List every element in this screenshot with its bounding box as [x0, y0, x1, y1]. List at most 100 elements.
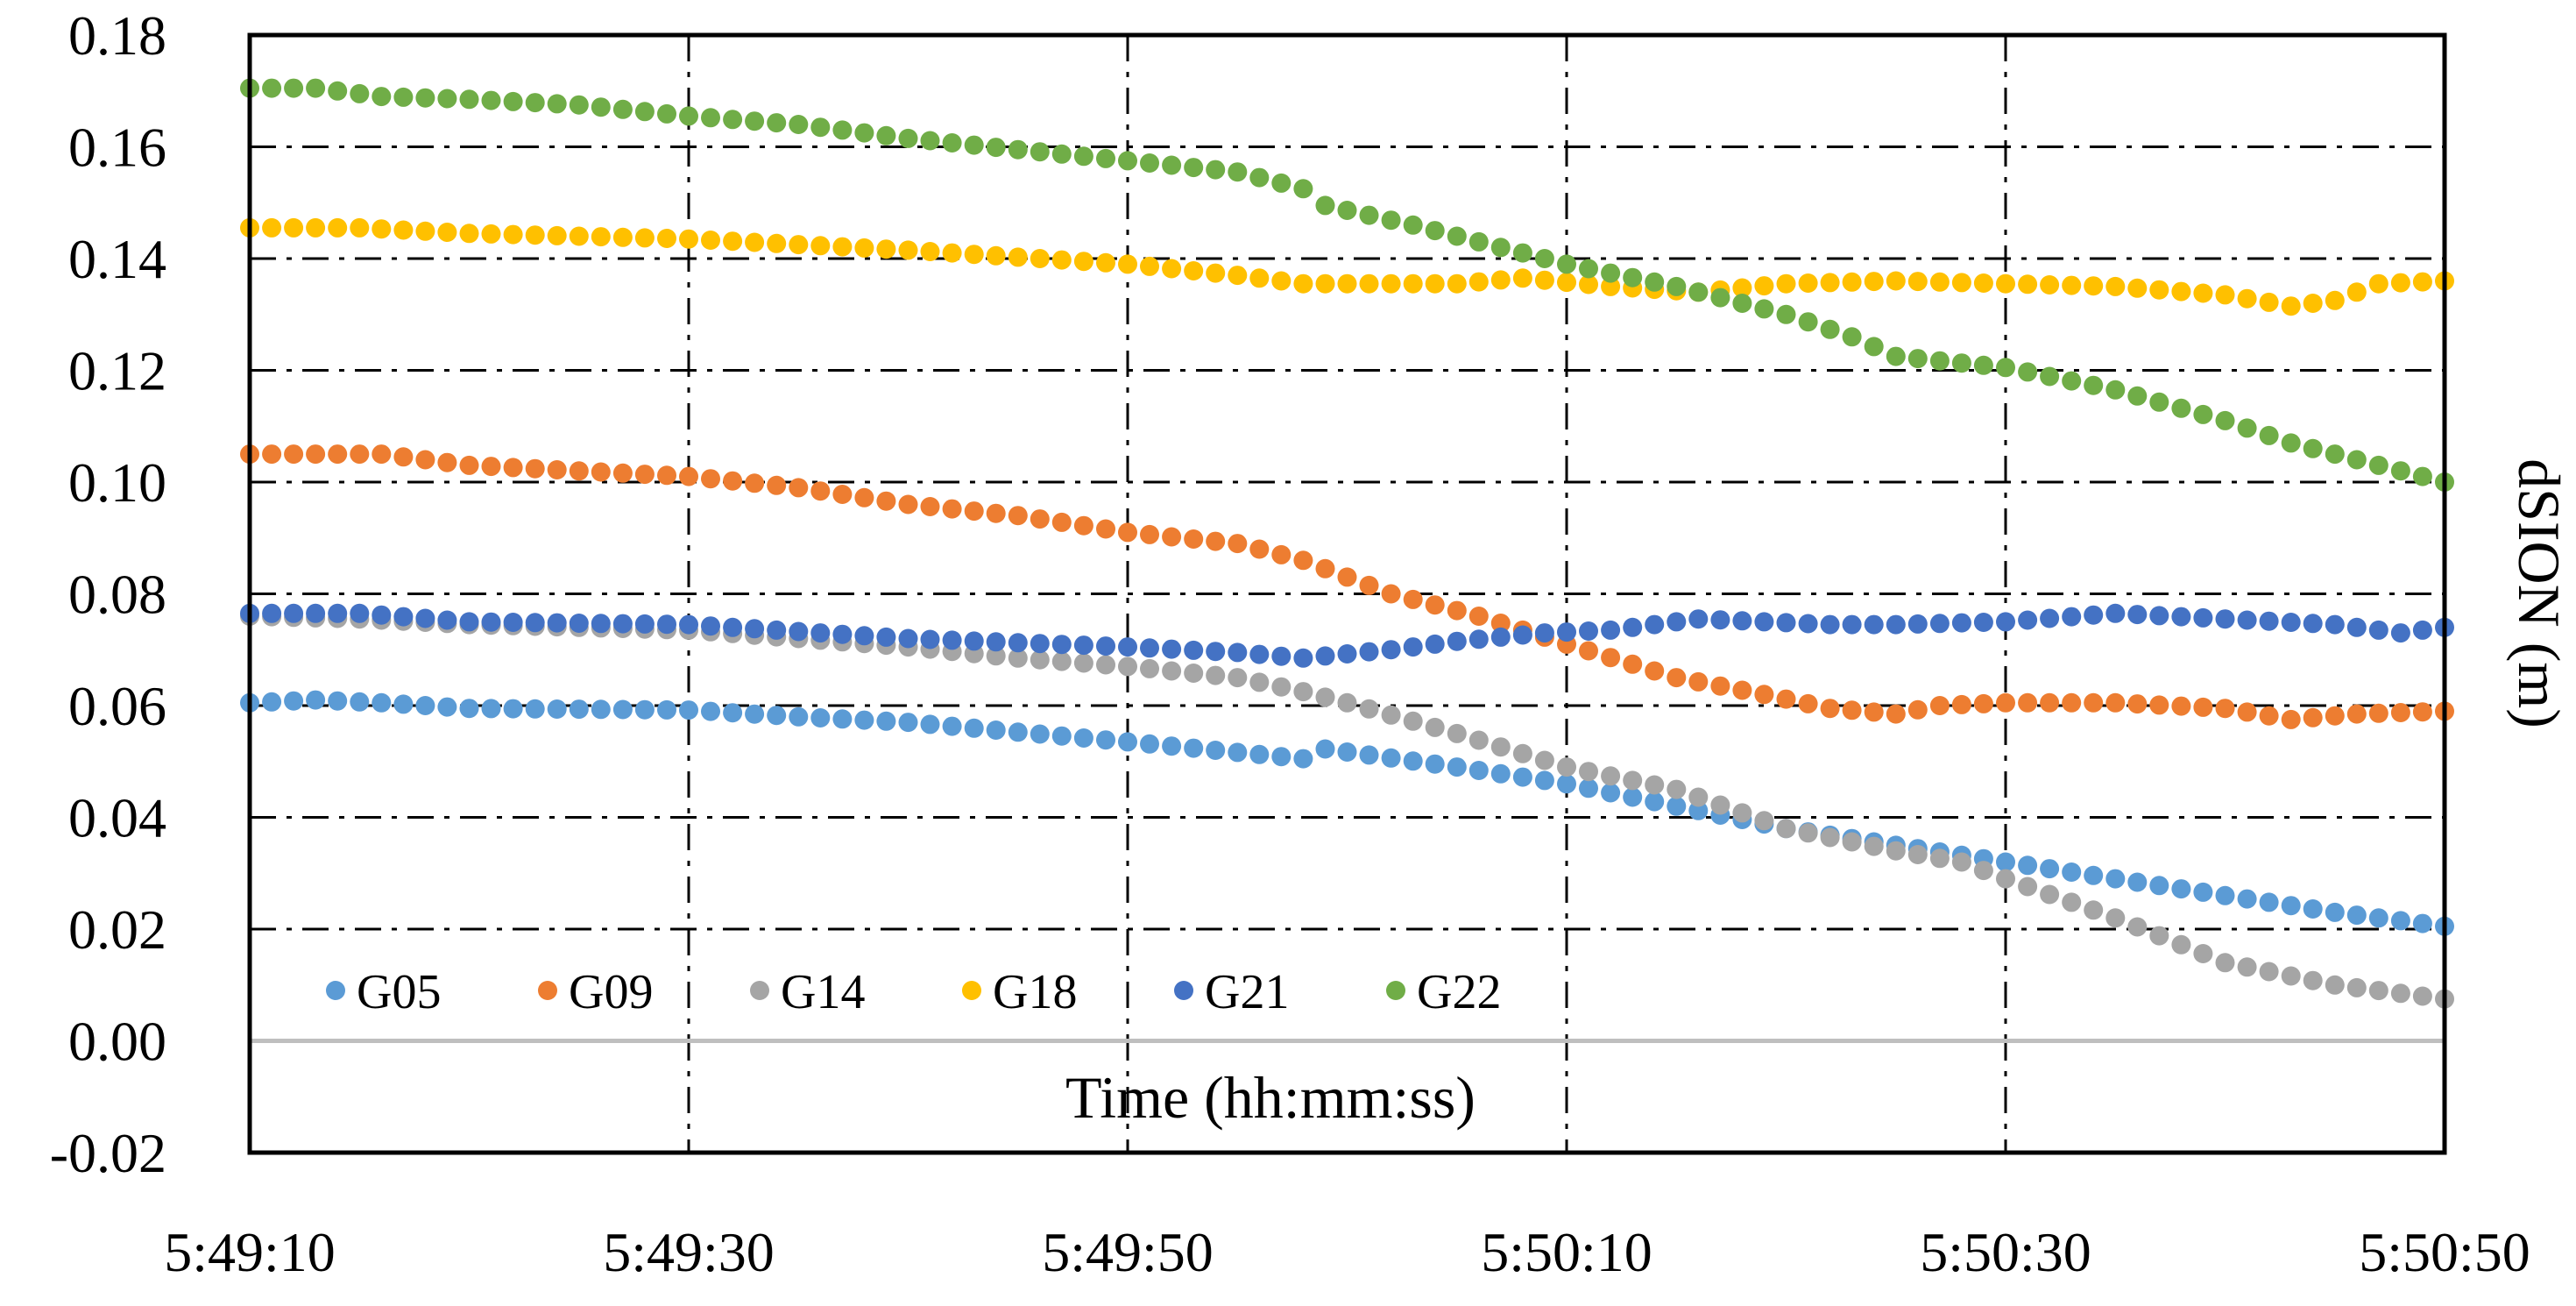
- data-point-g14: [2325, 975, 2345, 995]
- data-point-g21: [306, 603, 326, 623]
- x-tick-label: 5:50:10: [1481, 1221, 1652, 1283]
- data-point-g18: [1996, 273, 2015, 294]
- data-point-g21: [1293, 648, 1313, 668]
- data-point-g18: [1534, 270, 1554, 290]
- legend-label: G21: [1205, 965, 1289, 1019]
- data-point-g05: [2040, 859, 2060, 879]
- data-point-g14: [1140, 658, 1159, 678]
- data-point-g21: [1996, 612, 2015, 632]
- legend-label: G09: [569, 965, 653, 1019]
- data-point-g18: [2325, 290, 2345, 310]
- data-point-g22: [723, 110, 743, 130]
- data-point-g09: [1381, 584, 1401, 604]
- data-point-g22: [1623, 267, 1643, 287]
- data-point-g21: [920, 629, 940, 649]
- data-point-g14: [1073, 653, 1093, 673]
- data-point-g05: [1096, 730, 1115, 750]
- data-point-g21: [1228, 642, 1248, 663]
- data-point-g18: [1425, 273, 1445, 294]
- data-point-g09: [810, 481, 831, 501]
- data-point-g21: [2259, 611, 2279, 631]
- data-point-g09: [1337, 567, 1357, 587]
- data-point-g05: [2171, 879, 2191, 899]
- data-point-g18: [876, 239, 896, 259]
- data-point-g18: [964, 245, 984, 265]
- data-point-g18: [262, 217, 282, 238]
- data-point-g09: [415, 450, 435, 470]
- data-point-g18: [986, 245, 1006, 266]
- data-point-g09: [591, 462, 611, 482]
- data-point-g21: [569, 614, 589, 633]
- data-point-g09: [745, 473, 765, 493]
- data-point-g18: [415, 221, 435, 241]
- data-point-g21: [1030, 634, 1050, 654]
- data-point-g09: [1688, 671, 1709, 692]
- x-tick-label: 5:50:30: [1920, 1221, 2091, 1283]
- data-point-g22: [1359, 205, 1379, 225]
- data-point-g05: [547, 699, 567, 719]
- data-point-g05: [437, 697, 457, 717]
- data-point-g22: [591, 97, 611, 117]
- data-point-g09: [1073, 515, 1093, 536]
- data-point-g09: [1030, 509, 1050, 529]
- data-point-g09: [1008, 506, 1028, 526]
- data-point-g18: [393, 220, 414, 240]
- data-point-g09: [2368, 703, 2388, 723]
- data-point-g05: [2084, 865, 2104, 885]
- data-point-g22: [1315, 195, 1335, 216]
- data-point-g05: [1579, 778, 1598, 799]
- data-point-g21: [2193, 607, 2213, 628]
- data-point-g05: [920, 714, 940, 735]
- data-point-g21: [1710, 610, 1730, 630]
- data-point-g22: [459, 89, 479, 110]
- data-point-g14: [2127, 917, 2148, 937]
- data-point-g14: [1534, 750, 1554, 770]
- data-point-g09: [876, 491, 896, 511]
- data-point-g22: [1271, 173, 1292, 193]
- data-point-g21: [2412, 620, 2432, 640]
- data-point-g22: [1140, 153, 1159, 173]
- y-axis-title: dSION (m): [2506, 458, 2572, 728]
- data-point-g09: [1579, 641, 1598, 661]
- data-point-g21: [657, 614, 676, 635]
- data-point-g14: [1623, 770, 1643, 791]
- data-point-g05: [745, 704, 765, 724]
- data-point-g21: [2368, 620, 2388, 640]
- y-tick-label: 0.12: [68, 340, 166, 402]
- data-point-g05: [898, 713, 918, 733]
- data-point-g18: [2149, 280, 2169, 300]
- data-point-g05: [1315, 739, 1335, 759]
- data-point-g05: [2127, 872, 2148, 892]
- data-point-g21: [723, 617, 743, 637]
- data-point-g09: [2325, 706, 2345, 726]
- data-point-g14: [1601, 766, 1621, 786]
- data-point-g09: [679, 466, 698, 486]
- data-point-g21: [1512, 625, 1532, 645]
- data-point-g21: [1359, 642, 1379, 662]
- data-point-g22: [284, 78, 304, 98]
- data-point-g14: [2171, 934, 2191, 955]
- data-point-g09: [1820, 699, 1840, 719]
- data-point-g22: [1447, 226, 1467, 246]
- data-point-g18: [1776, 273, 1796, 294]
- data-point-g21: [789, 621, 809, 642]
- data-point-g05: [1271, 747, 1292, 767]
- data-point-g09: [1929, 696, 1950, 715]
- data-point-g22: [986, 138, 1006, 158]
- data-point-g09: [2193, 697, 2213, 717]
- data-point-g22: [2325, 444, 2345, 465]
- data-point-g18: [612, 227, 633, 247]
- data-point-g09: [350, 444, 370, 465]
- data-point-g18: [679, 229, 698, 249]
- legend-marker: [326, 981, 345, 1000]
- data-point-g05: [634, 699, 655, 720]
- data-point-g14: [1710, 795, 1730, 815]
- data-point-g18: [2412, 272, 2432, 292]
- data-point-g22: [920, 131, 940, 151]
- data-point-g14: [2193, 944, 2213, 963]
- data-point-g18: [1162, 259, 1182, 279]
- data-point-g21: [679, 614, 698, 635]
- data-point-g22: [2412, 466, 2432, 486]
- data-point-g21: [1468, 629, 1489, 649]
- data-point-g18: [2237, 288, 2257, 309]
